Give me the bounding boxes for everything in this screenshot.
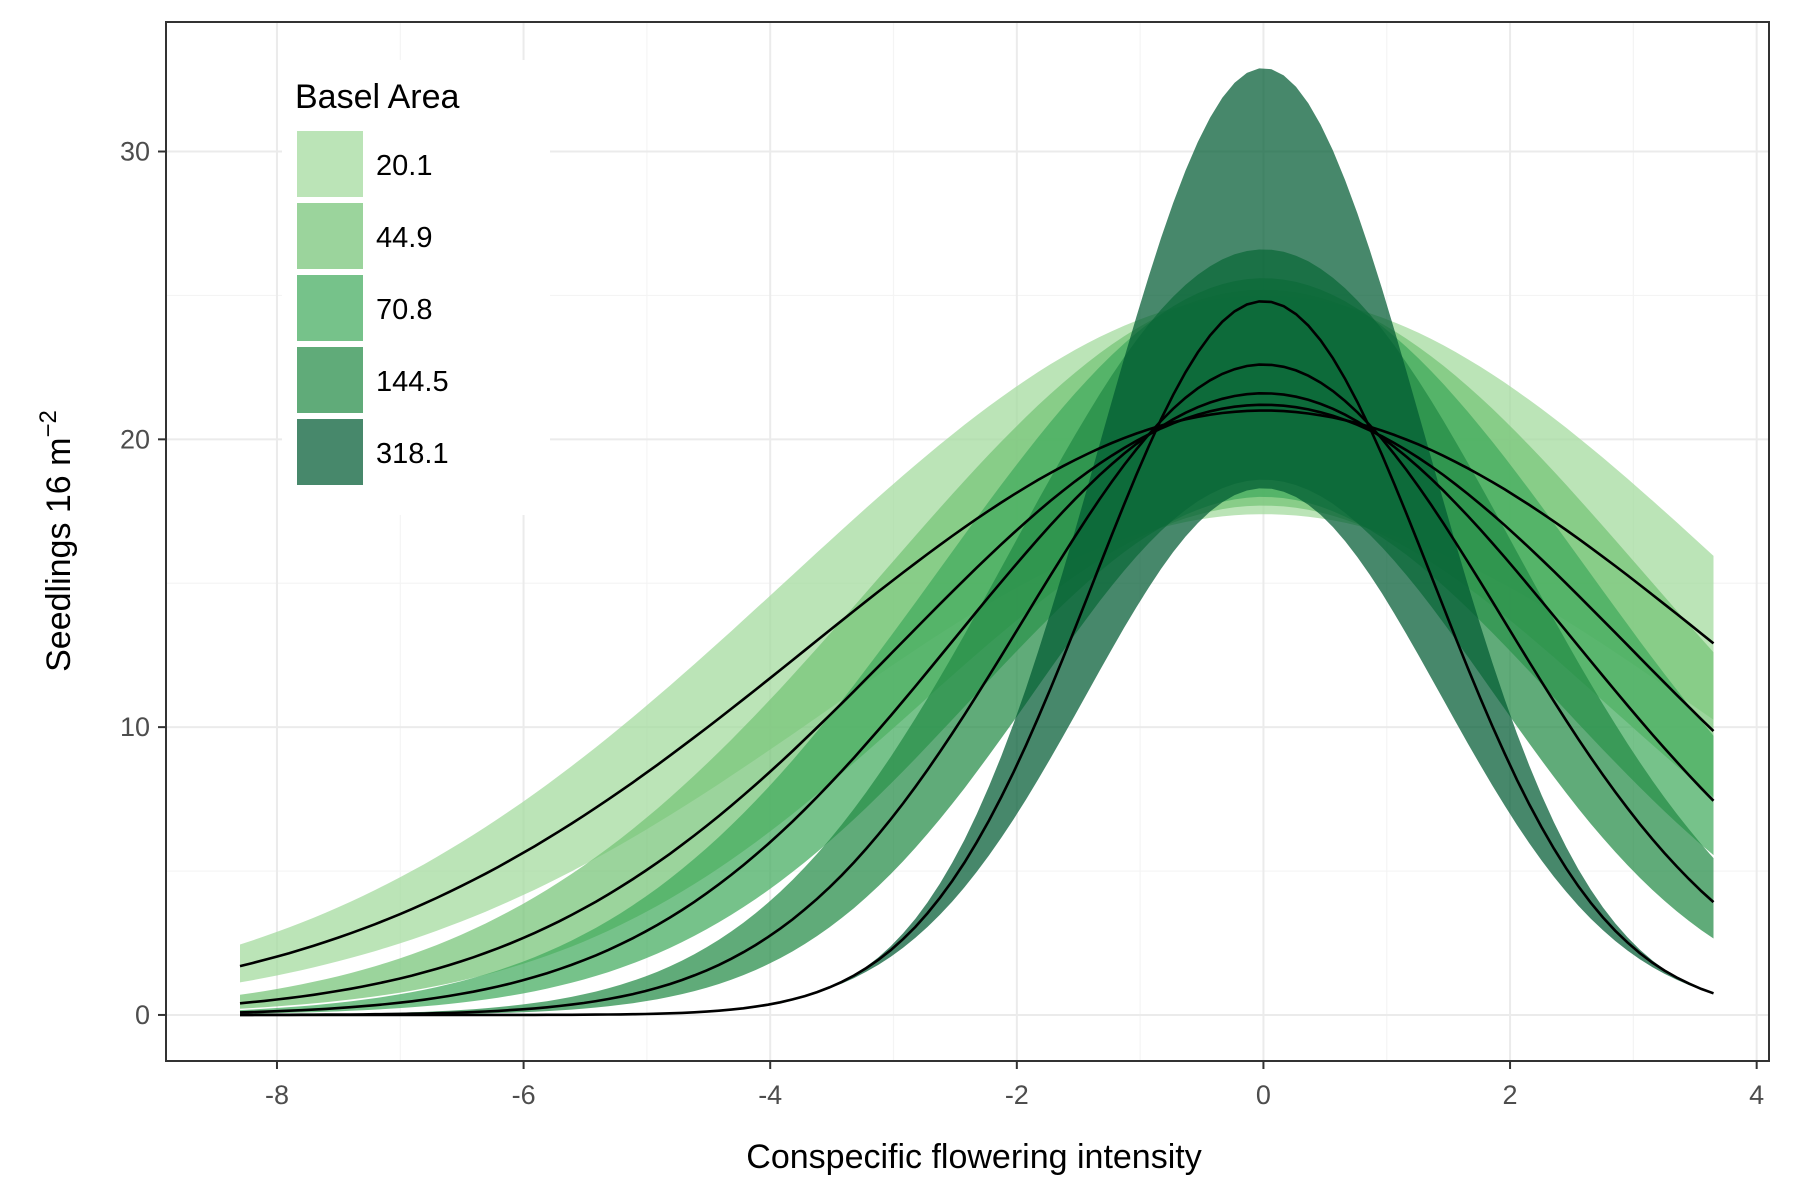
x-tick-label: 2 <box>1503 1080 1518 1110</box>
y-tick-label: 0 <box>135 1000 150 1030</box>
fit-lines <box>239 300 1715 1017</box>
x-axis-title: Conspecific flowering intensity <box>746 1138 1201 1176</box>
x-tick-label: -8 <box>265 1080 289 1110</box>
x-axis: -8 -6 -4 -2 0 2 4 <box>265 1061 1764 1110</box>
plot-border <box>165 21 1770 1062</box>
x-tick-label: -4 <box>758 1080 782 1110</box>
legend: Basel Area 20.1 44.9 70.8 144.5 318.1 <box>282 60 550 515</box>
legend-title: Basel Area <box>295 78 460 116</box>
legend-key-144.5 <box>297 347 363 413</box>
x-tick-label: -2 <box>1005 1080 1029 1110</box>
y-axis: 0 10 20 30 <box>120 137 166 1030</box>
confidence-bands <box>240 68 1714 1015</box>
fit-line-318.1 <box>240 300 1714 1017</box>
x-tick-label: -6 <box>512 1080 536 1110</box>
fit-line-44.9 <box>239 403 1715 1005</box>
legend-label-70.8: 70.8 <box>376 294 432 326</box>
legend-label-44.9: 44.9 <box>376 222 432 254</box>
y-tick-label: 20 <box>120 424 150 454</box>
legend-label-318.1: 318.1 <box>376 438 449 470</box>
y-axis-title-superscript: −2 <box>35 410 62 437</box>
legend-key-70.8 <box>297 275 363 341</box>
fit-line-144.5 <box>240 363 1715 1017</box>
legend-label-20.1: 20.1 <box>376 150 432 182</box>
y-tick-label: 10 <box>120 712 150 742</box>
legend-label-144.5: 144.5 <box>376 366 449 398</box>
legend-key-318.1 <box>297 419 363 485</box>
x-tick-label: 0 <box>1256 1080 1271 1110</box>
fit-line-20.1 <box>239 409 1715 968</box>
confidence-band-318.1 <box>240 68 1714 1015</box>
legend-key-44.9 <box>297 203 363 269</box>
legend-key-20.1 <box>297 131 363 197</box>
y-tick-label: 30 <box>120 137 150 167</box>
y-axis-title-main: Seedlings 16 m <box>40 438 78 672</box>
x-tick-label: 4 <box>1749 1080 1764 1110</box>
fit-line-70.8 <box>239 391 1715 1014</box>
y-axis-title: Seedlings 16 m−2 <box>35 410 78 672</box>
